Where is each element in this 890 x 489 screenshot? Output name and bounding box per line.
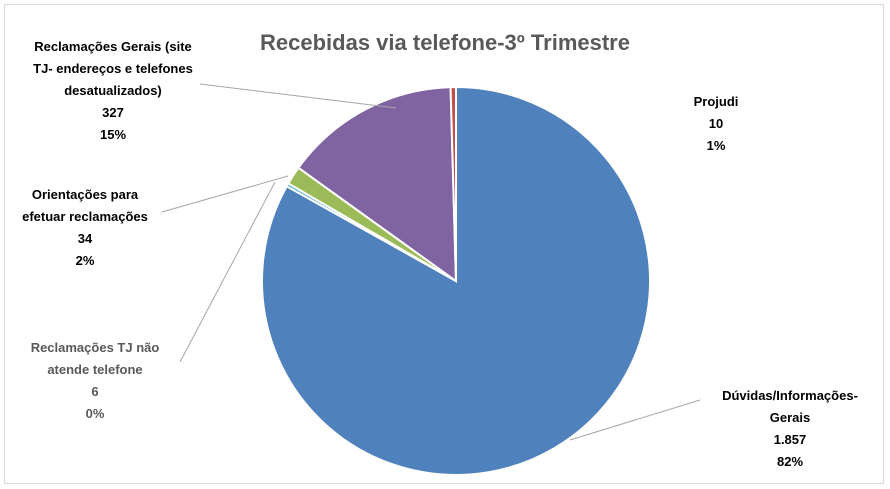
value-label: 34 (77, 231, 93, 246)
pie-slice (297, 86, 458, 283)
category-label: Orientações para efetuar reclamações (22, 187, 148, 224)
data-label: Reclamações Gerais (site TJ- endereços e… (28, 36, 198, 146)
data-label: Projudi 10 1% (676, 91, 756, 157)
chart-frame (4, 4, 884, 484)
percent-label: 82% (776, 454, 804, 469)
percent-label: 0% (85, 406, 105, 421)
percent-label: 1% (706, 138, 726, 153)
value-label: 1.857 (773, 432, 807, 447)
value-label: 327 (102, 105, 124, 120)
data-label: Reclamações TJ não atende telefone 6 0% (20, 337, 170, 425)
data-label: Orientações para efetuar reclamações 34 2% (20, 184, 150, 272)
percent-label: 2% (75, 253, 95, 268)
value-label: 6 (91, 384, 99, 399)
category-label: Dúvidas/Informações-Gerais (722, 388, 858, 425)
chart-title: Recebidas via telefone-3º Trimestre (260, 30, 630, 55)
leader-line (569, 399, 701, 441)
category-label: Projudi (693, 94, 739, 109)
leader-line (161, 175, 289, 213)
data-label: Dúvidas/Informações-Gerais 1.857 82% (715, 385, 865, 473)
percent-label: 15% (99, 127, 127, 142)
value-label: 10 (708, 116, 724, 131)
leader-line (179, 181, 276, 363)
category-label: Reclamações Gerais (site TJ- endereços e… (33, 39, 193, 98)
leader-line (199, 83, 397, 109)
pie-slice (449, 85, 457, 282)
category-label: Reclamações TJ não atende telefone (30, 340, 160, 377)
